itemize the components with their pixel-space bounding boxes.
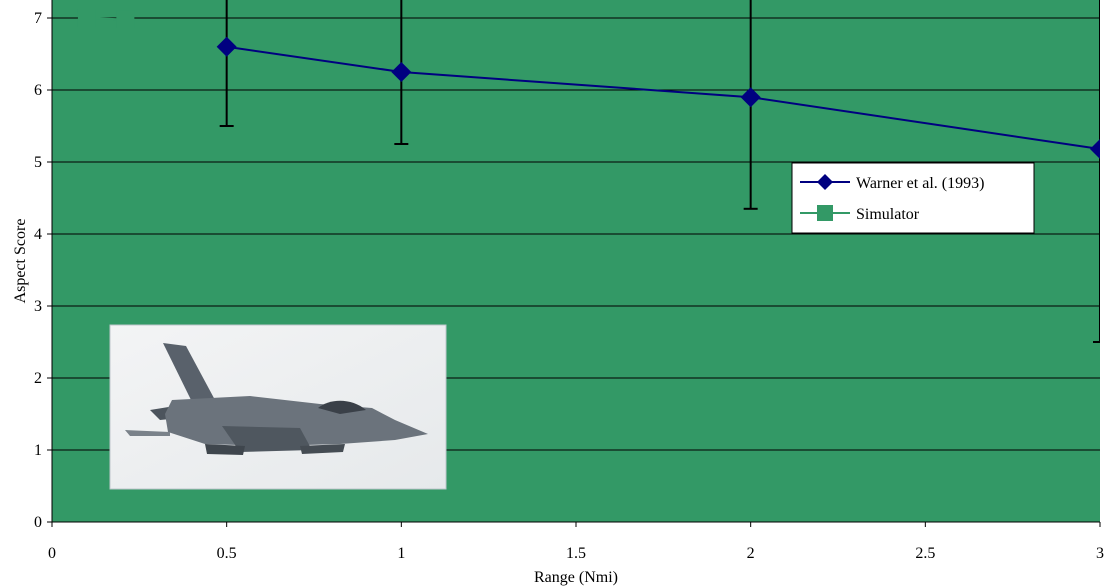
data-layer (77, 0, 1100, 343)
y-tick-label: 3 (34, 298, 42, 315)
x-tick-label: 2 (747, 545, 755, 562)
legend-label-simulator: Simulator (856, 206, 920, 223)
jet-photo (109, 324, 447, 490)
y-tick-label: 5 (34, 154, 42, 171)
legend-square-marker (817, 205, 833, 221)
x-tick-label: 1.5 (566, 545, 586, 562)
legend-diamond-marker (817, 174, 833, 190)
data-point-diamond (740, 87, 761, 108)
y-tick-label: 7 (34, 10, 42, 27)
data-point-diamond (1090, 139, 1100, 160)
x-tick-label: 1 (397, 545, 405, 562)
x-tick-label: 0 (48, 545, 56, 562)
legend-entry-simulator: Simulator (800, 205, 920, 223)
data-point-diamond (391, 62, 412, 82)
legend-box (791, 162, 1035, 234)
data-point-square (77, 9, 96, 27)
x-tick-label: 2.5 (915, 545, 935, 562)
y-tick-label: 0 (34, 514, 42, 531)
x-tick-label: 3 (1096, 545, 1104, 562)
data-point-diamond (216, 36, 237, 57)
legend: Warner et al. (1993) Simulator (791, 162, 1035, 234)
y-tick-label: 6 (34, 82, 42, 99)
y-axis-title: Aspect Score (12, 219, 29, 304)
legend-entry-warner: Warner et al. (1993) (800, 174, 984, 192)
series-line (226, 45, 1100, 151)
x-axis-title: Range (Nmi) (534, 569, 618, 586)
x-tick-label: 0.5 (217, 545, 237, 562)
y-tick-label: 2 (34, 370, 42, 387)
legend-label-warner: Warner et al. (1993) (856, 175, 984, 192)
y-tick-label: 1 (34, 442, 42, 459)
y-tick-label: 4 (34, 226, 42, 243)
axis-labels: 0 1 2 3 4 5 6 7 0 0.5 1 1.5 2 2.5 3 (34, 10, 1104, 562)
data-point-square (116, 10, 135, 29)
